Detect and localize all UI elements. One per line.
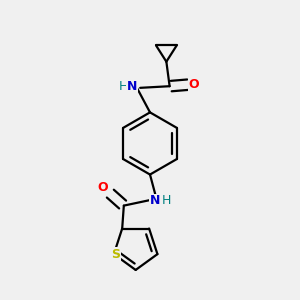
- Text: N: N: [150, 194, 160, 207]
- Text: O: O: [189, 78, 200, 91]
- Text: N: N: [127, 80, 137, 93]
- Text: O: O: [97, 181, 108, 194]
- Text: H: H: [162, 194, 171, 207]
- Text: S: S: [111, 248, 120, 261]
- Text: H: H: [119, 80, 128, 93]
